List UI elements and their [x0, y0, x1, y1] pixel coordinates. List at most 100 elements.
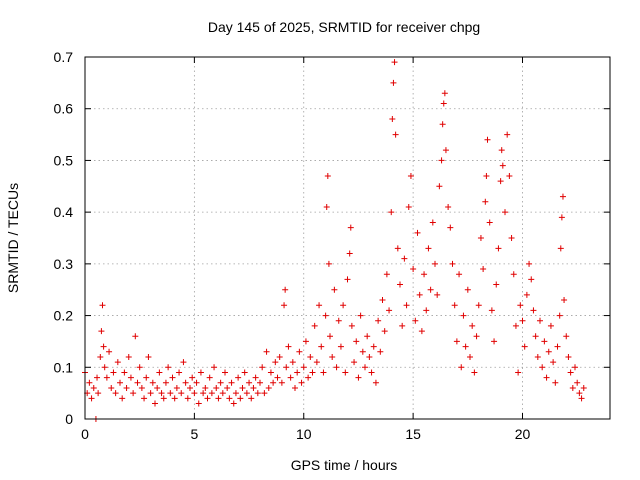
data-point	[335, 317, 342, 324]
data-point	[147, 390, 154, 397]
data-point	[103, 374, 110, 381]
data-point	[362, 364, 368, 371]
data-point	[331, 286, 338, 293]
data-point	[495, 245, 502, 252]
data-point	[442, 147, 449, 154]
data-point	[281, 302, 288, 309]
data-point	[259, 364, 266, 371]
data-point	[375, 317, 382, 324]
data-point	[316, 302, 323, 309]
data-point	[557, 245, 564, 252]
data-point	[254, 390, 261, 397]
data-point	[182, 379, 189, 386]
data-point	[296, 348, 303, 355]
y-tick-label: 0.4	[54, 204, 74, 220]
data-point	[162, 379, 169, 386]
data-point	[545, 348, 552, 355]
data-point	[86, 379, 93, 386]
data-point	[556, 312, 563, 319]
data-point	[421, 271, 428, 278]
data-point	[539, 364, 546, 371]
data-point	[100, 343, 107, 350]
data-point	[134, 379, 141, 386]
data-point	[108, 384, 115, 391]
data-point	[464, 286, 471, 293]
data-point	[121, 369, 128, 376]
data-point	[239, 384, 246, 391]
data-point	[351, 359, 358, 366]
data-point	[211, 364, 218, 371]
data-point	[287, 374, 294, 381]
data-point	[123, 384, 130, 391]
data-point	[252, 374, 259, 381]
data-point	[235, 374, 242, 381]
y-tick-label: 0.7	[54, 49, 74, 65]
data-point	[353, 338, 360, 345]
data-point	[523, 291, 530, 298]
data-point	[453, 338, 460, 345]
data-point	[445, 203, 452, 210]
data-point	[439, 121, 446, 128]
data-point	[154, 384, 161, 391]
data-point	[498, 147, 505, 154]
data-point	[125, 353, 132, 360]
data-point	[456, 271, 463, 278]
data-point	[460, 312, 467, 319]
data-point	[480, 266, 487, 273]
y-axis-label: SRMTID / TECUs	[5, 183, 21, 293]
data-point	[467, 353, 473, 360]
data-point	[324, 172, 331, 179]
data-point	[322, 312, 329, 319]
data-point	[473, 333, 480, 340]
data-point	[176, 369, 183, 376]
data-point	[410, 266, 417, 273]
data-point	[462, 343, 469, 350]
data-point	[484, 136, 491, 143]
data-point	[261, 390, 268, 397]
data-point	[98, 328, 105, 335]
data-point	[208, 390, 215, 397]
data-point	[257, 379, 263, 386]
data-point	[399, 322, 406, 329]
data-point	[515, 369, 522, 376]
data-point	[88, 395, 95, 402]
x-tick-label: 5	[190, 426, 198, 442]
data-point	[526, 260, 533, 267]
data-point	[414, 229, 421, 236]
data-point	[574, 379, 581, 386]
data-point	[504, 131, 511, 138]
data-point	[325, 260, 332, 267]
data-point	[412, 317, 419, 324]
data-point	[493, 281, 500, 288]
data-point	[401, 255, 408, 262]
data-point	[554, 343, 561, 350]
data-point	[267, 369, 274, 376]
data-point	[359, 348, 366, 355]
data-point	[333, 364, 340, 371]
data-point	[138, 384, 145, 391]
data-point	[169, 374, 176, 381]
y-tick-label: 0.5	[54, 152, 74, 168]
data-point	[475, 302, 482, 309]
data-point	[357, 312, 364, 319]
data-point	[403, 302, 410, 309]
data-point	[576, 390, 583, 397]
data-point	[189, 374, 196, 381]
data-point	[224, 384, 231, 391]
data-point	[366, 353, 373, 360]
data-point	[171, 395, 178, 402]
plot-frame	[84, 56, 611, 420]
data-point	[141, 395, 148, 402]
data-point	[392, 131, 399, 138]
y-tick-label: 0.2	[54, 308, 74, 324]
data-point	[127, 374, 134, 381]
data-point	[232, 390, 239, 397]
data-point	[158, 390, 165, 397]
data-point	[567, 369, 574, 376]
tick-labels: 0 5 10 15 20 0 0.1 0.2 0.3 0.4 0.5 0.6 0.7	[54, 49, 531, 442]
data-point	[386, 307, 393, 314]
data-point	[449, 260, 456, 267]
data-point	[578, 395, 585, 402]
data-point	[311, 322, 318, 329]
